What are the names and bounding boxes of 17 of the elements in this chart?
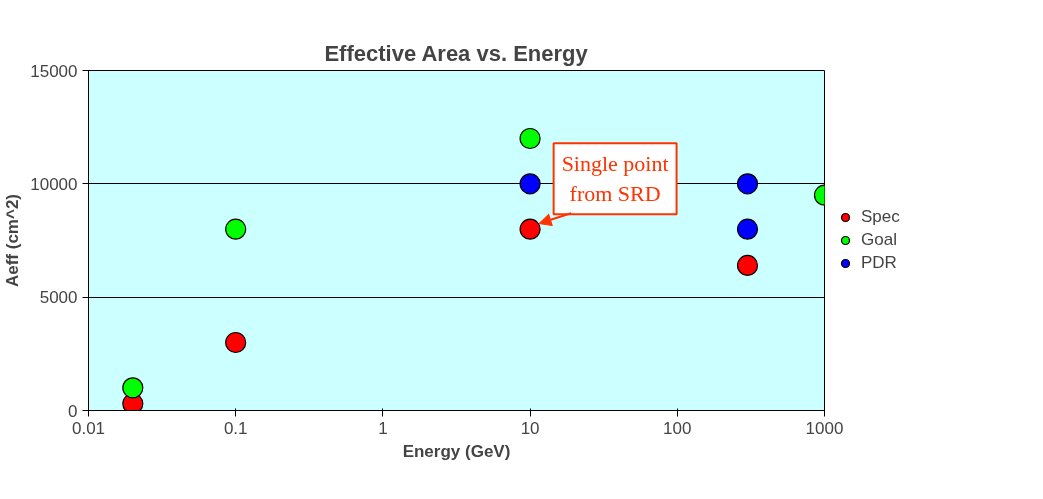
y-tick-label: 5000 bbox=[39, 288, 78, 308]
y-tick-label: 10000 bbox=[30, 174, 78, 194]
legend-label: Goal bbox=[861, 230, 897, 250]
y-tick-label: 15000 bbox=[30, 61, 78, 81]
y-axis-title: Aeff (cm^2) bbox=[3, 193, 23, 288]
x-tick-label: 1000 bbox=[805, 418, 844, 438]
legend-label: PDR bbox=[861, 253, 897, 273]
chart-title: Effective Area vs. Energy bbox=[324, 40, 589, 66]
legend-label: Spec bbox=[861, 207, 900, 227]
x-tick-label: 0.1 bbox=[223, 418, 248, 438]
x-tick-label: 0.01 bbox=[71, 418, 106, 438]
annotation: Single point from SRD bbox=[561, 151, 669, 207]
y-tick-label: 0 bbox=[68, 401, 78, 421]
x-tick-label: 10 bbox=[520, 418, 540, 438]
x-axis-title: Energy (GeV) bbox=[402, 441, 511, 461]
x-tick-label: 1 bbox=[378, 418, 388, 438]
x-tick-label: 100 bbox=[663, 418, 692, 438]
